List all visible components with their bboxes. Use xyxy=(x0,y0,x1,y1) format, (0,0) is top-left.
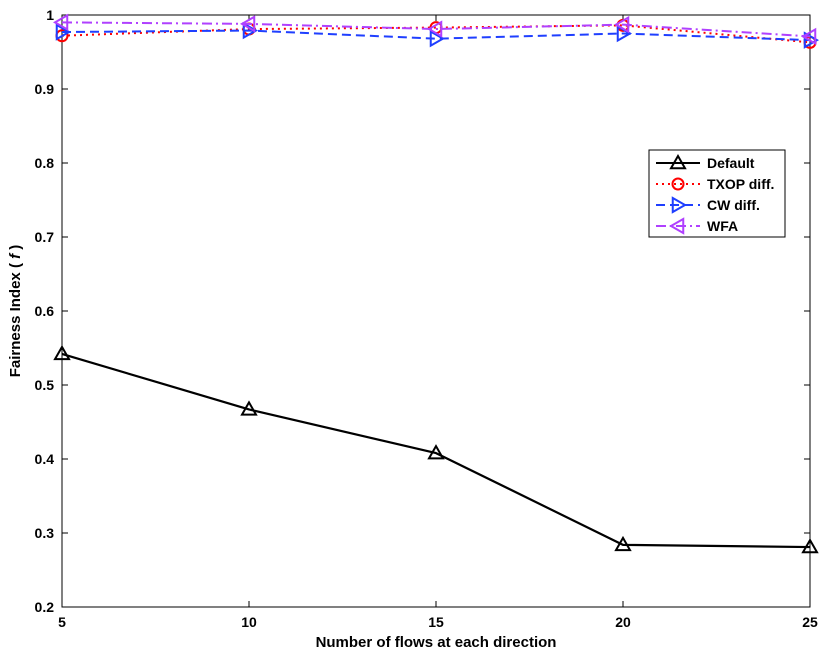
legend-marker xyxy=(671,196,688,214)
data-point xyxy=(239,15,256,33)
data-point xyxy=(803,31,820,49)
legend-label: WFA xyxy=(707,218,738,234)
data-point xyxy=(52,13,69,32)
x-tick-label: 25 xyxy=(802,614,818,630)
series-3 xyxy=(52,13,817,46)
series-0 xyxy=(53,344,819,554)
data-point xyxy=(801,538,819,554)
plot-area xyxy=(61,14,811,608)
data-point xyxy=(240,400,258,416)
legend-marker xyxy=(671,177,685,191)
data-point xyxy=(426,20,443,38)
y-tick-label: 0.8 xyxy=(35,155,55,171)
y-tick-label: 0.7 xyxy=(35,229,55,245)
data-point xyxy=(613,15,630,34)
legend-marker xyxy=(668,217,685,235)
x-axis: 5 10 15 20 25 xyxy=(58,15,818,630)
x-axis-title: Number of flows at each direction xyxy=(316,634,557,651)
legend-box xyxy=(648,149,786,238)
y-tick-label: 0.9 xyxy=(35,81,55,97)
y-tick-label: 0.5 xyxy=(35,377,55,393)
series-line xyxy=(61,21,811,38)
data-point xyxy=(53,344,71,361)
x-tick-label: 20 xyxy=(615,614,631,630)
data-point xyxy=(429,29,446,48)
data-point xyxy=(614,535,632,552)
legend: Default TXOP diff. CW diff. WFA xyxy=(648,149,786,238)
legend-label: TXOP diff. xyxy=(707,176,774,192)
legend-label: Default xyxy=(707,155,755,171)
y-tick-label: 0.3 xyxy=(35,525,55,541)
y-tick-label: 0.2 xyxy=(35,599,55,615)
data-point xyxy=(55,23,72,41)
data-point xyxy=(242,21,259,40)
data-point xyxy=(427,444,445,460)
data-point xyxy=(800,27,817,46)
series-line xyxy=(61,29,811,42)
series-layer xyxy=(52,13,820,554)
y-tick-label: 1 xyxy=(46,7,54,23)
y-tick-label: 0.4 xyxy=(35,451,55,467)
legend-marker xyxy=(669,153,687,170)
x-tick-label: 15 xyxy=(428,614,444,630)
series-line xyxy=(61,352,811,549)
x-tick-label: 5 xyxy=(58,614,66,630)
y-axis: 0.2 0.3 0.4 0.5 0.6 0.7 0.8 0.9 1 xyxy=(35,7,810,615)
legend-label: CW diff. xyxy=(707,197,760,213)
y-axis-title: Fairness Index ( f ) xyxy=(7,245,24,378)
x-tick-label: 10 xyxy=(241,614,257,630)
y-tick-label: 0.6 xyxy=(35,303,55,319)
